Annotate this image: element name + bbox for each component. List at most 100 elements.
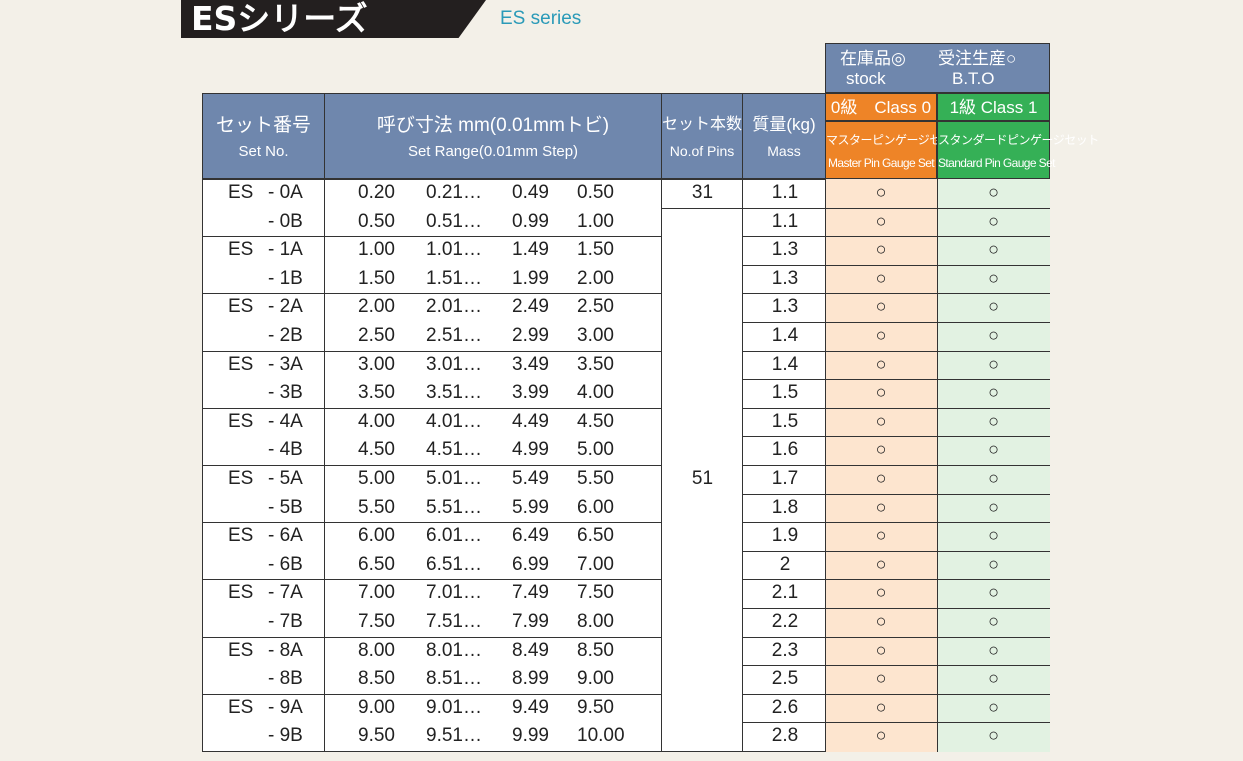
range-end: 4.50 [577, 410, 614, 432]
availability-legend: 在庫品◎ 受注生産○ stock B.T.O [825, 43, 1050, 93]
range-end: 3.50 [577, 353, 614, 375]
range-start: 7.00 [358, 582, 395, 604]
class-1-mark: ○ [988, 639, 999, 660]
class-0-mark: ○ [875, 725, 887, 746]
header-range-jp: 呼び寸法 mm(0.01mmトビ) [376, 115, 610, 136]
class-1-mark: ○ [988, 668, 999, 689]
class-1-mark: ○ [988, 468, 999, 488]
header-master-jp: マスターピンゲージセット [826, 133, 964, 147]
class-0-mark: ○ [875, 639, 887, 660]
table-row: - 9B 9.50 9.51… 9.99 10.00 2.8 ○ ○ [202, 722, 1050, 751]
set-suffix: - 1B [268, 267, 303, 289]
range-last: 7.99 [512, 611, 549, 632]
row-divider [742, 408, 1050, 409]
table-row: ES - 5A 5.00 5.01… 5.49 5.50 1.7 ○ ○ [202, 465, 1050, 494]
class-1-mark: ○ [988, 382, 999, 403]
class-1-mark: ○ [988, 296, 999, 317]
range-step: 1.01… [426, 239, 482, 261]
header-set-no: セット番号 Set No. [202, 93, 325, 179]
class-1-mark: ○ [988, 553, 999, 574]
mass-value: 1.7 [771, 468, 799, 489]
range-end: 3.00 [577, 325, 614, 346]
range-step: 2.51… [426, 325, 482, 346]
class-0-mark: ○ [875, 582, 887, 603]
range-last: 1.99 [512, 267, 549, 289]
range-step: 7.01… [426, 582, 482, 604]
mass-value: 1.9 [771, 525, 799, 547]
set-prefix: ES [228, 468, 254, 489]
set-suffix: - 4B [268, 439, 303, 461]
range-end: 7.00 [577, 553, 614, 575]
header-class-1: 1級 Class 1 [937, 93, 1050, 121]
header-pins: セット本数 No.of Pins [661, 93, 743, 179]
class-0-mark: ○ [875, 468, 887, 488]
range-last: 8.49 [512, 639, 549, 661]
range-end: 2.00 [577, 267, 614, 289]
set-suffix: - 1A [268, 239, 303, 261]
range-start: 4.00 [358, 410, 395, 432]
mass-value: 1.6 [771, 439, 799, 461]
set-suffix: - 7A [268, 582, 303, 604]
class-1-mark: ○ [988, 239, 999, 260]
range-step: 6.51… [426, 553, 482, 575]
class-0-mark: ○ [875, 553, 887, 574]
set-suffix: - 3B [268, 382, 303, 404]
range-last: 4.99 [512, 439, 549, 461]
set-suffix: - 9A [268, 696, 303, 718]
group-divider [202, 236, 661, 237]
group-divider [202, 465, 661, 466]
set-prefix: ES [228, 639, 254, 661]
class-1-mark: ○ [988, 725, 999, 746]
class-1-mark: ○ [988, 182, 999, 202]
set-suffix: - 6B [268, 553, 303, 575]
set-prefix: ES [228, 582, 254, 604]
table-row: - 5B 5.50 5.51… 5.99 6.00 1.8 ○ ○ [202, 494, 1050, 523]
set-suffix: - 6A [268, 525, 303, 547]
class-0-mark: ○ [875, 496, 887, 517]
range-last: 2.99 [512, 325, 549, 346]
mass-value: 2 [779, 553, 791, 575]
mass-value: 1.8 [771, 496, 799, 518]
set-prefix: ES [228, 525, 254, 547]
page-title: ESシリーズ [191, 0, 368, 38]
class-0-mark: ○ [875, 410, 887, 431]
range-start: 4.50 [358, 439, 395, 461]
row-divider [742, 351, 1050, 352]
class-0-mark: ○ [875, 382, 887, 403]
range-end: 9.50 [577, 696, 614, 718]
range-last: 0.99 [512, 210, 549, 232]
header-set-no-en: Set No. [238, 143, 289, 160]
class-1-mark: ○ [988, 325, 999, 345]
range-start: 3.50 [358, 382, 395, 404]
header-mass: 質量(kg) Mass [742, 93, 826, 179]
set-suffix: - 0B [268, 210, 303, 232]
row-divider [742, 322, 1050, 323]
set-suffix: - 2A [268, 296, 303, 318]
legend-bto-en: B.T.O [952, 69, 995, 88]
range-step: 9.51… [426, 725, 482, 747]
range-start: 0.20 [358, 182, 395, 203]
class-1-mark: ○ [988, 210, 999, 231]
range-last: 9.49 [512, 696, 549, 718]
range-last: 6.99 [512, 553, 549, 575]
header-set-range: 呼び寸法 mm(0.01mmトビ) Set Range(0.01mm Step) [324, 93, 662, 179]
range-end: 7.50 [577, 582, 614, 604]
mass-value: 1.1 [771, 182, 799, 203]
table-row: - 0B 0.50 0.51… 0.99 1.00 1.1 ○ ○ [202, 208, 1050, 237]
class-1-mark: ○ [988, 582, 999, 603]
pins-divider [661, 208, 743, 209]
set-prefix: ES [228, 239, 254, 261]
set-suffix: - 4A [268, 410, 303, 432]
range-start: 2.00 [358, 296, 395, 318]
range-end: 6.50 [577, 525, 614, 547]
range-last: 7.49 [512, 582, 549, 604]
row-divider [742, 522, 1050, 523]
range-step: 4.51… [426, 439, 482, 461]
range-end: 8.00 [577, 611, 614, 632]
class-1-mark: ○ [988, 267, 999, 288]
range-step: 8.01… [426, 639, 482, 661]
range-step: 2.01… [426, 296, 482, 318]
range-last: 3.99 [512, 382, 549, 404]
header-mass-en: Mass [767, 143, 801, 159]
range-end: 2.50 [577, 296, 614, 318]
